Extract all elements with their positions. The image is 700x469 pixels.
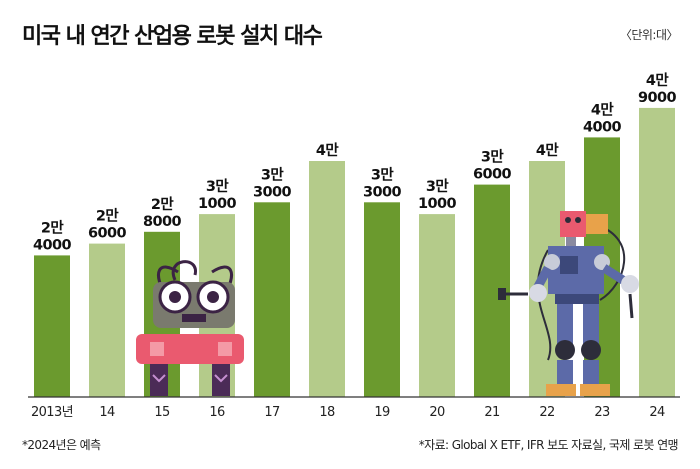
bar-18 bbox=[309, 161, 345, 397]
x-tick-label-21: 21 bbox=[484, 405, 500, 420]
bar-2013년 bbox=[34, 255, 70, 397]
x-tick-label-22: 22 bbox=[539, 405, 554, 420]
value-label-23-line2: 4000 bbox=[583, 119, 621, 135]
value-label-22-line1: 4만 bbox=[536, 142, 559, 159]
source-note: *자료: Global X ETF, IFR 보도 자료실, 국제 로봇 연맹 bbox=[418, 438, 679, 452]
bar-20 bbox=[419, 214, 455, 397]
value-label-15-line1: 2만 bbox=[151, 196, 174, 213]
bar-17 bbox=[254, 202, 290, 397]
value-label-17-line2: 3000 bbox=[253, 184, 291, 200]
x-tick-labels: 2013년 14 15 16 17 18 19 20 21 22 23 24 bbox=[31, 405, 666, 420]
value-label-24-line2: 9000 bbox=[638, 90, 676, 106]
x-tick-label-20: 20 bbox=[429, 405, 445, 420]
x-tick-label-23: 23 bbox=[594, 405, 610, 420]
value-label-17-line1: 3만 bbox=[261, 166, 284, 183]
x-tick-label-15: 15 bbox=[154, 405, 170, 420]
x-tick-label-24: 24 bbox=[649, 405, 665, 420]
value-label-23-line1: 4만 bbox=[591, 101, 614, 118]
value-label-21-line2: 6000 bbox=[473, 167, 511, 183]
robot-illustration-left bbox=[136, 260, 244, 396]
value-label-19-line2: 3000 bbox=[363, 184, 401, 200]
value-label-14-line1: 2만 bbox=[96, 208, 119, 225]
value-label-15-line2: 8000 bbox=[143, 214, 181, 230]
bar-19 bbox=[364, 202, 400, 397]
value-label-19-line1: 3만 bbox=[371, 166, 394, 183]
chart-title: 미국 내 연간 산업용 로봇 설치 대수 bbox=[22, 24, 323, 49]
value-label-24-line1: 4만 bbox=[646, 72, 669, 89]
value-label-21-line1: 3만 bbox=[481, 149, 504, 166]
value-label-2013년-line2: 4000 bbox=[33, 237, 71, 253]
value-label-20-line2: 1000 bbox=[418, 196, 456, 212]
value-label-16-line1: 3만 bbox=[206, 178, 229, 195]
x-tick-label-2013년: 2013년 bbox=[31, 405, 73, 420]
robot-illustration-right bbox=[498, 211, 639, 396]
x-tick-label-14: 14 bbox=[99, 405, 115, 420]
value-label-16-line2: 1000 bbox=[198, 196, 236, 212]
value-label-18-line1: 4만 bbox=[316, 142, 339, 159]
value-label-20-line1: 3만 bbox=[426, 178, 449, 195]
value-label-2013년-line1: 2만 bbox=[41, 219, 64, 236]
footnote: *2024년은 예측 bbox=[22, 438, 101, 452]
x-tick-label-18: 18 bbox=[319, 405, 335, 420]
unit-label: 〈단위:대〉 bbox=[619, 28, 679, 42]
x-tick-label-19: 19 bbox=[374, 405, 390, 420]
x-tick-label-16: 16 bbox=[209, 405, 225, 420]
value-label-14-line2: 6000 bbox=[88, 226, 126, 242]
bar-24 bbox=[639, 107, 675, 398]
x-tick-label-17: 17 bbox=[264, 405, 280, 420]
bar-14 bbox=[89, 243, 125, 397]
